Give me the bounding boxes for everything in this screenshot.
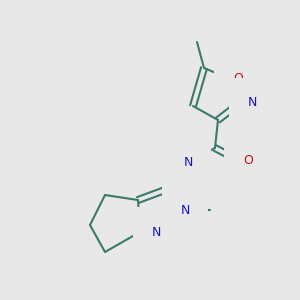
Text: H: H (176, 147, 184, 157)
Text: N: N (180, 203, 190, 217)
Text: O: O (233, 71, 243, 85)
Text: N: N (247, 97, 257, 110)
Text: N: N (151, 226, 161, 238)
Text: O: O (243, 154, 253, 166)
Text: N: N (183, 155, 193, 169)
